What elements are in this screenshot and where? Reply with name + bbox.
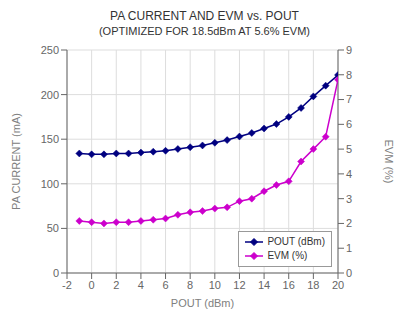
svg-text:EVM (%): EVM (%) (383, 140, 395, 184)
svg-text:50: 50 (47, 222, 59, 234)
svg-text:6: 6 (162, 279, 168, 291)
svg-text:2: 2 (113, 279, 119, 291)
svg-text:200: 200 (41, 89, 59, 101)
svg-text:3: 3 (346, 193, 352, 205)
svg-text:9: 9 (346, 44, 352, 56)
svg-text:250: 250 (41, 44, 59, 56)
svg-text:POUT (dBm): POUT (dBm) (171, 297, 234, 309)
svg-text:10: 10 (209, 279, 221, 291)
svg-text:4: 4 (138, 279, 144, 291)
svg-text:PA CURRENT (mA): PA CURRENT (mA) (10, 113, 22, 210)
html-text:(OPTIMIZED FOR 18.5dBm AT 5.6%: (OPTIMIZED FOR 18.5dBm AT 5.6% EVM) (99, 25, 310, 37)
svg-text:16: 16 (283, 279, 295, 291)
svg-text:0: 0 (346, 267, 352, 279)
html-text:EVM (%): EVM (%) (267, 250, 308, 261)
svg-text:4: 4 (346, 168, 352, 180)
html-text:PA CURRENT AND EVM vs. POUT: PA CURRENT AND EVM vs. POUT (110, 9, 299, 23)
svg-text:7: 7 (346, 93, 352, 105)
svg-text:20: 20 (332, 279, 344, 291)
svg-text:14: 14 (258, 279, 270, 291)
svg-text:5: 5 (346, 143, 352, 155)
svg-text:0: 0 (53, 267, 59, 279)
svg-text:1: 1 (346, 242, 352, 254)
svg-text:18: 18 (307, 279, 319, 291)
svg-text:150: 150 (41, 133, 59, 145)
svg-text:100: 100 (41, 178, 59, 190)
html-text:POUT (dBm): POUT (dBm) (267, 236, 325, 247)
svg-text:-2: -2 (62, 279, 72, 291)
svg-text:2: 2 (346, 217, 352, 229)
svg-text:12: 12 (233, 279, 245, 291)
svg-text:6: 6 (346, 118, 352, 130)
svg-text:0: 0 (89, 279, 95, 291)
svg-text:8: 8 (187, 279, 193, 291)
svg-text:8: 8 (346, 69, 352, 81)
